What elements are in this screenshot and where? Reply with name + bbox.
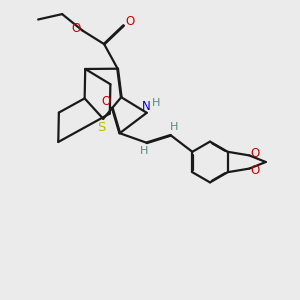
Text: H: H [169,122,178,132]
Text: S: S [97,121,106,134]
Text: H: H [152,98,160,108]
Text: O: O [250,164,259,178]
Text: O: O [71,22,81,35]
Text: O: O [250,146,259,160]
Text: O: O [126,15,135,28]
Text: H: H [140,146,148,156]
Text: O: O [101,95,110,108]
Text: N: N [142,100,151,113]
